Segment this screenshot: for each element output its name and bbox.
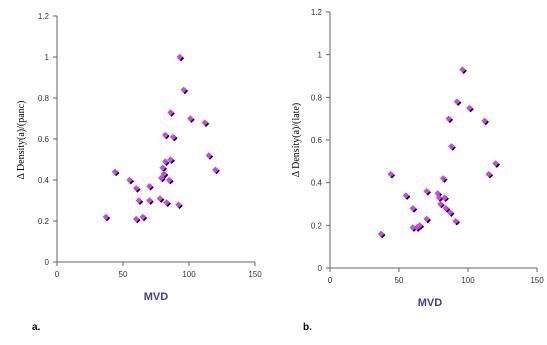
scatter-panel-a: Δ Density(a)/(panc) MVD a. 0 0.2 0.4 0.6 0.8… bbox=[16, 12, 262, 333]
x-axis-label-b: MVD bbox=[418, 297, 443, 309]
data-point bbox=[205, 152, 214, 160]
data-point bbox=[163, 199, 171, 207]
y-tick-label: 0.4 bbox=[311, 179, 323, 188]
data-point bbox=[139, 213, 148, 222]
y-tick-label: 1 bbox=[318, 51, 323, 60]
data-point bbox=[162, 158, 170, 166]
y-tick-label: 1.2 bbox=[38, 12, 50, 21]
data-point bbox=[187, 115, 195, 123]
data-point bbox=[402, 192, 411, 200]
y-tick-label: 0.8 bbox=[38, 94, 50, 103]
x-tick-label: 100 bbox=[182, 270, 196, 279]
data-point bbox=[166, 176, 174, 185]
x-tick-label: 150 bbox=[530, 276, 544, 285]
y-tick-label: 0.6 bbox=[38, 135, 50, 144]
data-point bbox=[111, 168, 120, 177]
x-tick-label: 0 bbox=[55, 270, 60, 279]
data-point bbox=[453, 98, 462, 106]
data-point bbox=[485, 170, 494, 179]
data-point bbox=[133, 185, 141, 193]
y-tick-label: 0.4 bbox=[38, 176, 50, 185]
data-point bbox=[176, 53, 185, 62]
x-tick-label: 0 bbox=[328, 276, 333, 285]
data-point bbox=[437, 200, 445, 209]
data-point bbox=[167, 156, 175, 164]
data-point bbox=[126, 176, 134, 185]
y-tick-label: 0 bbox=[318, 264, 323, 273]
y-tick-label: 0 bbox=[45, 258, 50, 267]
data-point bbox=[492, 160, 500, 168]
data-point bbox=[439, 175, 448, 183]
data-point bbox=[416, 222, 425, 230]
y-tick-label: 0.6 bbox=[311, 136, 323, 145]
data-point bbox=[466, 104, 474, 113]
y-axis-label-a: Δ Density(a)/(panc) bbox=[16, 101, 27, 180]
x-axis-label-a: MVD bbox=[144, 291, 169, 303]
data-point bbox=[102, 213, 111, 222]
data-point bbox=[423, 215, 431, 224]
x-tick-label: 50 bbox=[119, 270, 128, 279]
y-tick-label: 1 bbox=[45, 53, 50, 62]
x-tick-label: 100 bbox=[461, 276, 475, 285]
panel-label-b: b. bbox=[303, 322, 312, 333]
data-point bbox=[160, 170, 169, 179]
data-point bbox=[167, 109, 175, 117]
data-point bbox=[387, 170, 396, 179]
data-point bbox=[423, 188, 431, 196]
data-point bbox=[146, 182, 154, 191]
data-point bbox=[133, 215, 141, 224]
data-point bbox=[452, 217, 460, 226]
data-point bbox=[162, 131, 170, 140]
data-point bbox=[481, 117, 489, 126]
data-point bbox=[377, 230, 386, 239]
panel-label-a: a. bbox=[32, 322, 41, 333]
data-point bbox=[156, 195, 165, 203]
y-tick-label: 0.8 bbox=[311, 93, 323, 102]
y-tick-label: 0.2 bbox=[311, 221, 323, 230]
y-tick-label: 0.2 bbox=[38, 217, 50, 226]
data-point bbox=[445, 115, 454, 124]
data-point bbox=[459, 66, 467, 74]
data-point bbox=[201, 119, 210, 127]
data-point bbox=[135, 197, 144, 205]
y-axis-label-b: Δ Density(a)/(late) bbox=[291, 103, 302, 177]
x-tick-label: 50 bbox=[395, 276, 404, 285]
data-point bbox=[180, 86, 189, 95]
scatter-panel-b: Δ Density(a)/(late) MVD b. 0 0.2 0.4 0.6 0.8… bbox=[291, 8, 544, 333]
x-tick-label: 150 bbox=[248, 270, 262, 279]
data-point bbox=[169, 133, 178, 142]
y-tick-label: 1.2 bbox=[311, 8, 323, 17]
data-point bbox=[212, 166, 220, 175]
data-point bbox=[409, 205, 418, 213]
data-point bbox=[446, 209, 455, 217]
data-point bbox=[175, 201, 183, 209]
data-point bbox=[159, 164, 167, 173]
data-point bbox=[158, 174, 166, 183]
data-point bbox=[448, 143, 456, 151]
data-point bbox=[146, 197, 154, 205]
data-point bbox=[441, 194, 449, 202]
